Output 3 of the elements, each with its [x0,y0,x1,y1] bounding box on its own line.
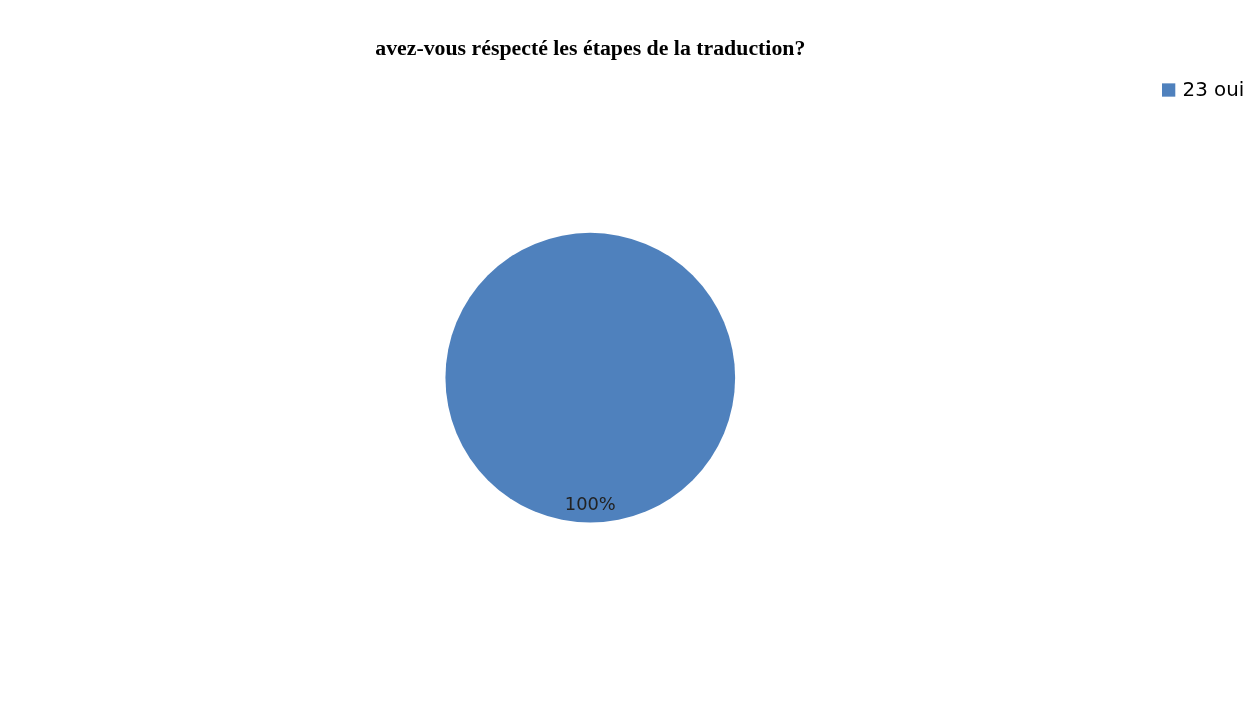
data-label: 100% [564,492,616,514]
legend-label: 23 oui [1182,77,1245,101]
chart-title: avez-vous réspecté les étapes de la traduction? [375,36,806,61]
